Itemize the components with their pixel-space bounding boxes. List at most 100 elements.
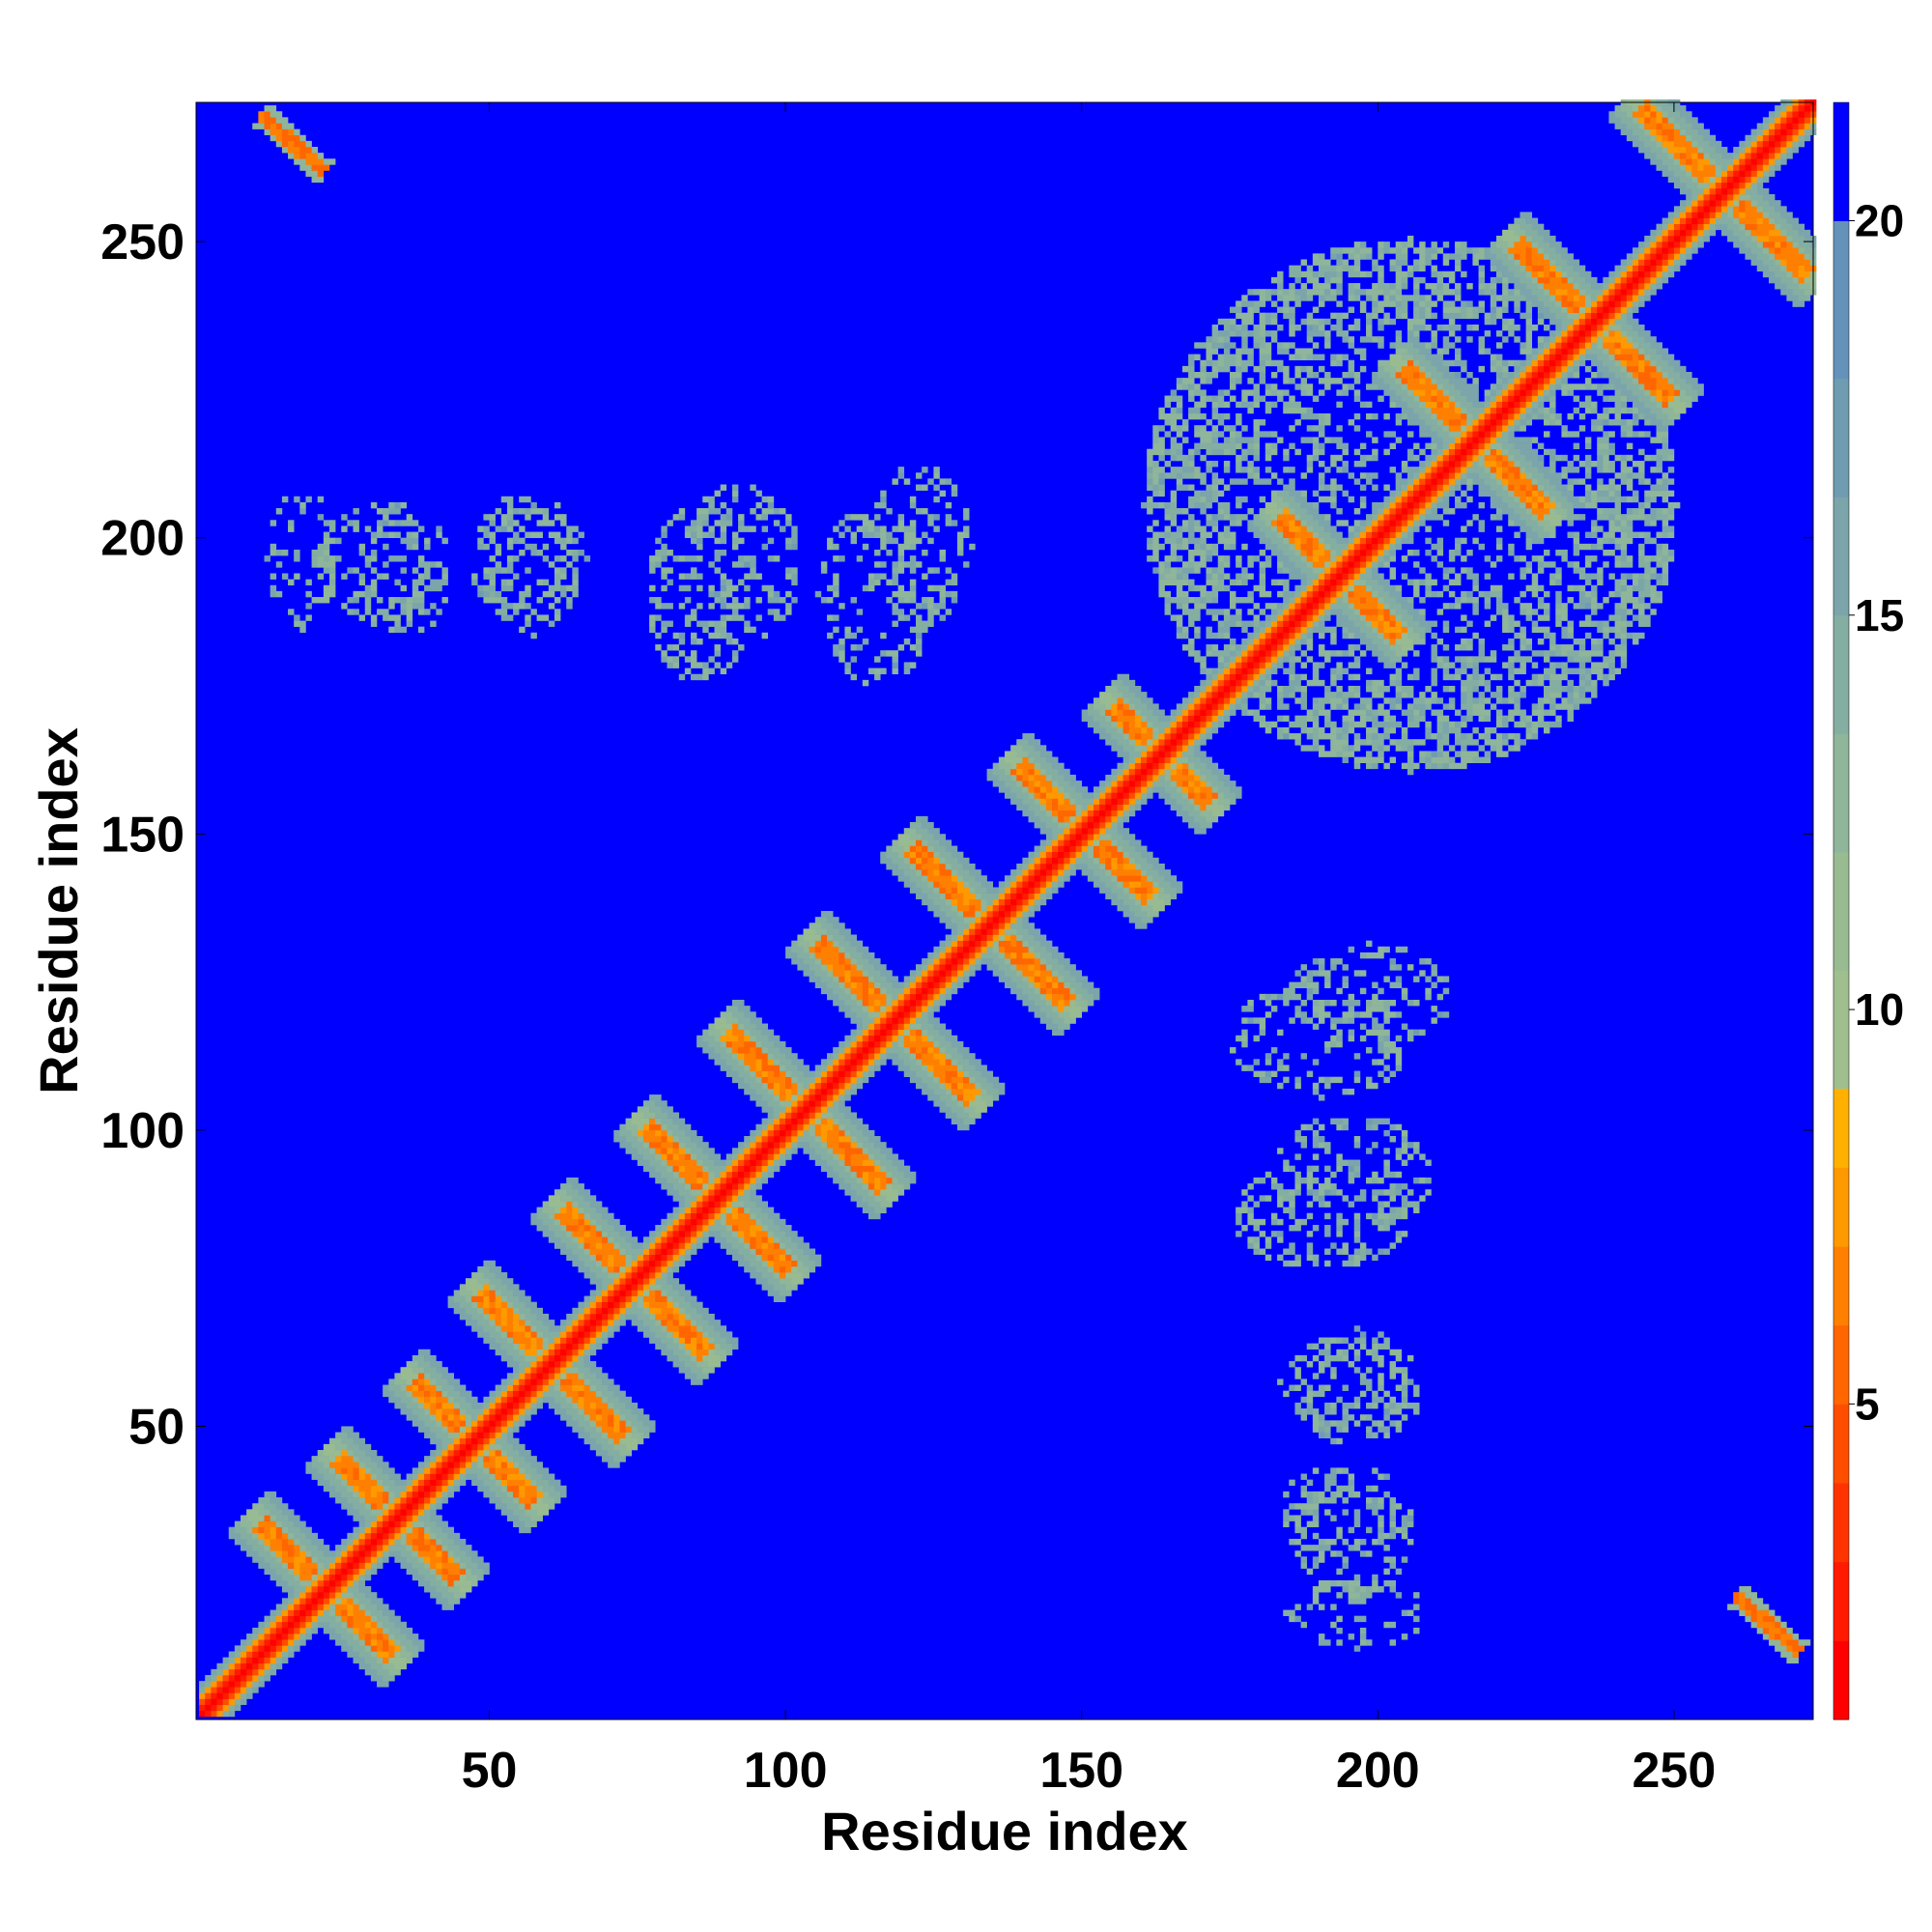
heatmap-cell [554, 1349, 561, 1356]
heatmap-cell [998, 786, 1011, 793]
heatmap-cell [927, 958, 934, 965]
heatmap-cell [933, 993, 940, 1001]
heatmap-cell [1318, 733, 1337, 740]
heatmap-cell [1176, 798, 1189, 805]
heatmap-cell [388, 1532, 395, 1540]
heatmap-cell [589, 1343, 597, 1350]
heatmap-cell [602, 1320, 609, 1326]
heatmap-cell [1383, 1432, 1390, 1439]
heatmap-cell [1294, 739, 1301, 746]
heatmap-cell [1028, 774, 1035, 781]
heatmap-cell [258, 1681, 265, 1688]
heatmap-cell [1176, 756, 1189, 763]
heatmap-cell [1372, 1017, 1378, 1024]
heatmap-cell [1727, 1604, 1740, 1610]
heatmap-cell [489, 1485, 502, 1492]
heatmap-cell [975, 923, 981, 929]
heatmap-cell [886, 1035, 893, 1042]
heatmap-cell [441, 1526, 455, 1534]
heatmap-cell [1431, 964, 1437, 971]
heatmap-cell [862, 970, 869, 977]
heatmap-cell [916, 964, 923, 971]
heatmap-cell [649, 1142, 662, 1149]
heatmap-cell [1508, 709, 1520, 716]
heatmap-cell [779, 1278, 792, 1285]
heatmap-cell [1490, 745, 1497, 752]
heatmap-cell [477, 1420, 484, 1427]
heatmap-cell [1158, 774, 1165, 781]
heatmap-cell [572, 1320, 579, 1326]
heatmap-cell [536, 1373, 544, 1379]
heatmap-cell [1117, 810, 1123, 817]
heatmap-cell [909, 993, 917, 1001]
heatmap-cell [234, 1645, 242, 1652]
heatmap-cell [436, 1420, 442, 1427]
heatmap-cell [963, 1100, 970, 1107]
heatmap-cell [1330, 1467, 1337, 1474]
heatmap-cell [956, 1112, 970, 1119]
heatmap-cell [1223, 709, 1231, 716]
heatmap-cell [1200, 822, 1212, 829]
heatmap-cell [672, 1320, 680, 1326]
heatmap-cell [317, 1562, 325, 1569]
heatmap-cell [347, 1450, 354, 1457]
heatmap-cell [1425, 1189, 1432, 1196]
heatmap-cell [246, 1515, 265, 1521]
heatmap-cell [530, 1479, 537, 1487]
heatmap-cell [767, 1035, 781, 1042]
heatmap-cell [1158, 726, 1165, 734]
heatmap-cell [755, 1088, 769, 1095]
heatmap-cell [1128, 756, 1136, 763]
heatmap-cell [1401, 1183, 1408, 1190]
heatmap-cell [1353, 1645, 1361, 1652]
heatmap-cell [441, 1479, 448, 1487]
heatmap-cell [400, 1526, 407, 1534]
heatmap-cell [258, 1550, 270, 1557]
heatmap-cell [1300, 999, 1308, 1007]
heatmap-cell [714, 1343, 721, 1350]
heatmap-cell [572, 1402, 579, 1409]
heatmap-cell [1378, 745, 1384, 752]
heatmap-cell [642, 1254, 650, 1262]
heatmap-cell [1045, 964, 1053, 971]
heatmap-cell [850, 1129, 864, 1137]
heatmap-cell [779, 1159, 786, 1166]
heatmap-cell [1336, 987, 1343, 995]
heatmap-cell [691, 1207, 697, 1214]
heatmap-cell [691, 1236, 697, 1243]
heatmap-cell [1099, 839, 1112, 846]
heatmap-cell [1383, 1491, 1390, 1498]
heatmap-cell [767, 1053, 775, 1060]
heatmap-cell [447, 1295, 455, 1302]
heatmap-cell [667, 1153, 673, 1160]
heatmap-cell [838, 952, 845, 959]
heatmap-cell [447, 1579, 455, 1587]
heatmap-cell [1099, 863, 1106, 870]
heatmap-cell [554, 1343, 561, 1350]
heatmap-cell [412, 1473, 419, 1480]
heatmap-cell [602, 1390, 614, 1398]
heatmap-cell [264, 1515, 270, 1521]
heatmap-cell [838, 1065, 845, 1071]
heatmap-cell [566, 1177, 579, 1184]
heatmap-cell [731, 1040, 745, 1048]
heatmap-cell [1164, 875, 1178, 882]
heatmap-cell [1389, 1136, 1396, 1143]
heatmap-cell [1058, 976, 1065, 982]
heatmap-cell [1034, 952, 1041, 959]
heatmap-cell [519, 1414, 526, 1421]
heatmap-cell [347, 1621, 354, 1629]
heatmap-cell [867, 1053, 875, 1060]
heatmap-cell [513, 1367, 520, 1374]
heatmap-cell [1762, 1627, 1770, 1634]
heatmap-cell [1028, 851, 1035, 859]
heatmap-cell [595, 1242, 603, 1249]
heatmap-cell [1436, 745, 1444, 752]
heatmap-cell [222, 1687, 230, 1693]
heatmap-cell [1188, 733, 1195, 740]
heatmap-cell [483, 1414, 490, 1421]
heatmap-cell [956, 1123, 970, 1131]
heatmap-cell [1075, 993, 1083, 1001]
heatmap-cell [892, 1017, 898, 1024]
heatmap-cell [785, 1231, 798, 1237]
